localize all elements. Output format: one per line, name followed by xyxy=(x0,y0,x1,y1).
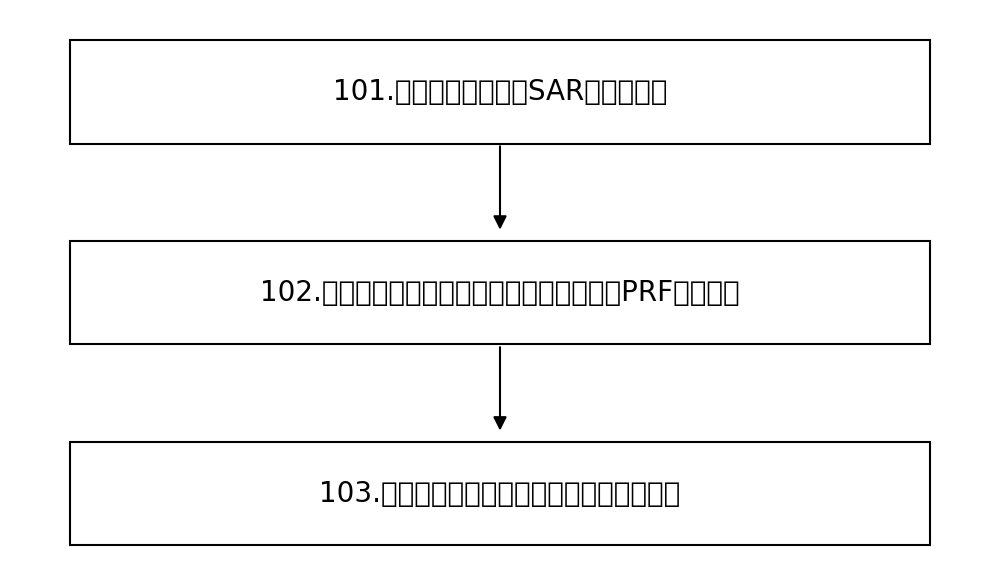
Bar xyxy=(70,241,930,344)
Text: 101.计算方位向双波束SAR方位模糊度: 101.计算方位向双波束SAR方位模糊度 xyxy=(333,78,667,106)
Bar xyxy=(70,40,930,144)
Text: 102.按照最优方位模糊度选取原则，获得系统PRF最优参数: 102.按照最优方位模糊度选取原则，获得系统PRF最优参数 xyxy=(260,279,740,307)
Text: 103.通过仿真试验验证方法的可行性和正确性: 103.通过仿真试验验证方法的可行性和正确性 xyxy=(319,480,681,507)
Bar xyxy=(70,442,930,545)
